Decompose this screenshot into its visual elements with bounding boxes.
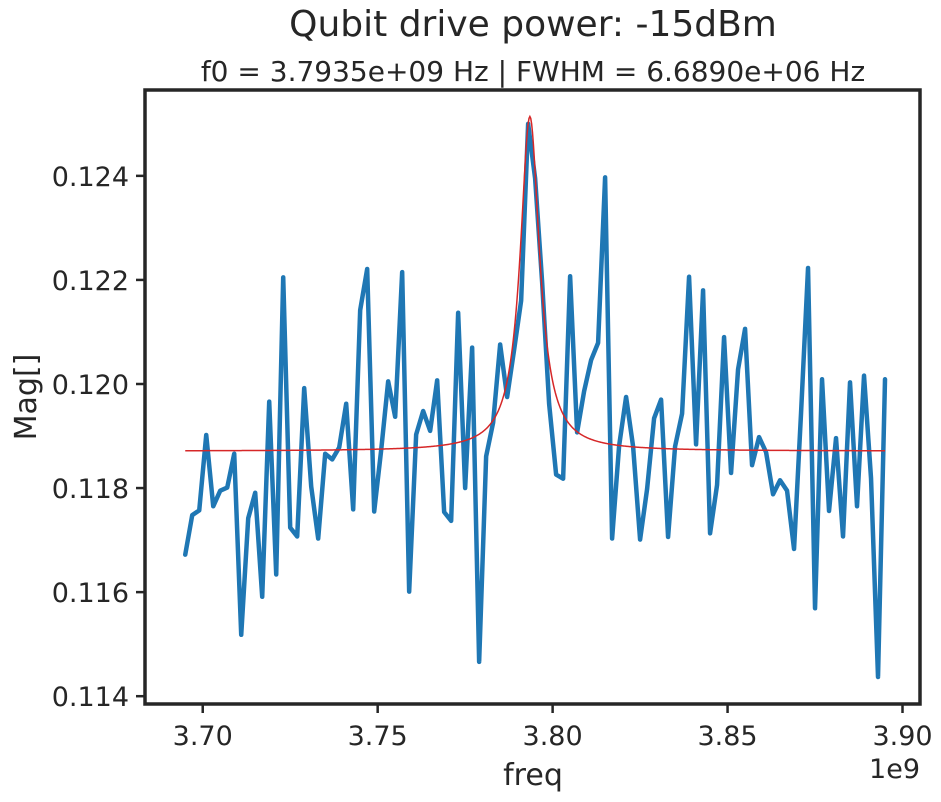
data-series-line [182, 121, 888, 680]
x-axis-ticks: 3.70 3.75 3.80 3.85 3.90 [173, 704, 933, 752]
y-tick-label: 0.118 [52, 474, 129, 505]
y-tick-label: 0.120 [52, 370, 129, 401]
y-tick-label: 0.122 [52, 266, 129, 297]
x-tick-label: 3.75 [348, 721, 408, 752]
x-tick-label: 3.70 [173, 721, 233, 752]
x-tick-label: 3.85 [697, 721, 757, 752]
y-tick-label: 0.124 [52, 162, 129, 193]
y-axis-ticks: 0.114 0.116 0.118 0.120 0.122 0.124 [52, 162, 145, 713]
x-axis-label: freq [503, 758, 563, 793]
fit-series-line [185, 114, 886, 452]
x-tick-label: 3.90 [872, 721, 932, 752]
y-tick-label: 0.114 [52, 682, 129, 713]
chart-subtitle: f0 = 3.7935e+09 Hz | FWHM = 6.6890e+06 H… [201, 55, 865, 88]
plot-frame [143, 88, 922, 706]
series-layer [182, 114, 888, 680]
x-tick-label: 3.80 [523, 721, 583, 752]
y-tick-label: 0.116 [52, 578, 129, 609]
y-axis-label: Mag[] [9, 354, 44, 441]
chart-title: Qubit drive power: -15dBm [289, 4, 777, 45]
x-offset-label: 1e9 [869, 754, 920, 785]
